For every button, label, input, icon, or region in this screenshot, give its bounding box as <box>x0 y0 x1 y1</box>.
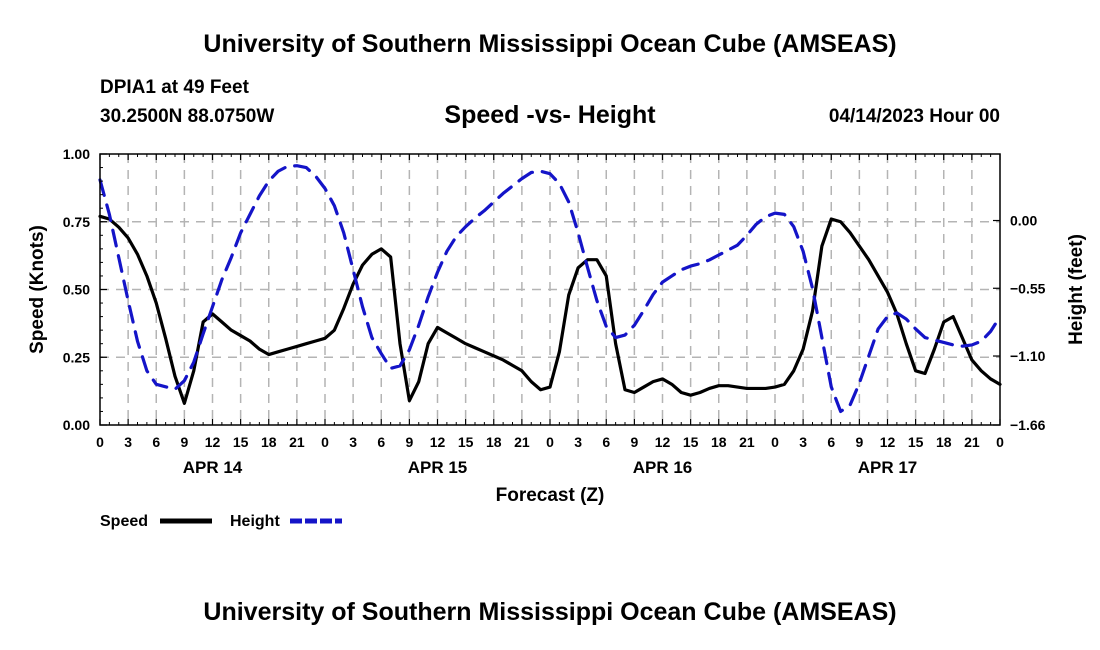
axis-labels: 0 3 6 9 12 15 18 21 0 3 6 9 12 15 18 21 0 3 6 9 12 15 18 21 0 3 6 9… <box>63 146 1046 477</box>
forecast-datetime: 04/14/2023 Hour 00 <box>828 106 1000 127</box>
axis-ticks <box>99 153 1001 426</box>
legend: Speed Height <box>100 513 342 530</box>
x-tick-label: 15 <box>908 434 924 450</box>
x-tick-label: 21 <box>964 434 980 450</box>
x-tick-label: 3 <box>799 434 807 450</box>
station-label: DPIA1 at 49 Feet <box>100 77 249 98</box>
x-tick-label: 0 <box>96 434 104 450</box>
coordinates-label: 30.2500N 88.0750W <box>100 106 275 127</box>
y-tick-label: 0.25 <box>63 349 90 365</box>
height-series-line <box>98 164 1002 414</box>
footer-title: University of Southern Mississippi Ocean… <box>203 598 897 626</box>
y2-tick-label: −1.66 <box>1010 417 1046 433</box>
x-tick-label: 15 <box>683 434 699 450</box>
x-tick-label: 15 <box>458 434 474 450</box>
x-tick-label: 12 <box>430 434 446 450</box>
speed-series-line <box>98 214 1002 405</box>
x-tick-label: 0 <box>321 434 329 450</box>
x-tick-label: 6 <box>152 434 160 450</box>
series-lines <box>98 164 1002 414</box>
x-tick-label: 9 <box>405 434 413 450</box>
day-label: APR 14 <box>183 458 243 477</box>
y-tick-label: 0.00 <box>63 417 90 433</box>
x-tick-label: 3 <box>574 434 582 450</box>
x-tick-label: 0 <box>996 434 1004 450</box>
x-tick-label: 18 <box>486 434 502 450</box>
grid-lines <box>100 154 1000 425</box>
legend-label-speed: Speed <box>100 513 148 530</box>
y2-tick-label: 0.00 <box>1010 213 1037 229</box>
y2-tick-label: −1.10 <box>1010 348 1046 364</box>
x-tick-label: 6 <box>827 434 835 450</box>
day-label: APR 17 <box>858 458 918 477</box>
x-tick-label: 21 <box>514 434 530 450</box>
x-tick-label: 0 <box>546 434 554 450</box>
x-tick-label: 3 <box>124 434 132 450</box>
x-tick-label: 6 <box>602 434 610 450</box>
x-tick-label: 0 <box>771 434 779 450</box>
x-tick-label: 18 <box>936 434 952 450</box>
x-tick-label: 18 <box>711 434 727 450</box>
y-axis-title: Speed (Knots) <box>27 225 48 354</box>
y-tick-label: 1.00 <box>63 146 90 162</box>
legend-label-height: Height <box>230 513 280 530</box>
x-tick-label: 12 <box>205 434 221 450</box>
day-label: APR 16 <box>633 458 693 477</box>
x-tick-label: 9 <box>180 434 188 450</box>
x-tick-label: 12 <box>880 434 896 450</box>
x-tick-label: 9 <box>630 434 638 450</box>
y2-axis-title: Height (feet) <box>1066 234 1087 345</box>
x-tick-label: 15 <box>233 434 249 450</box>
x-tick-label: 21 <box>289 434 305 450</box>
day-label: APR 15 <box>408 458 468 477</box>
x-axis-title: Forecast (Z) <box>496 485 605 506</box>
chart-subtitle: Speed -vs- Height <box>444 101 656 129</box>
x-tick-label: 21 <box>739 434 755 450</box>
y-tick-label: 0.75 <box>63 214 90 230</box>
main-title: University of Southern Mississippi Ocean… <box>203 30 897 58</box>
x-tick-label: 6 <box>377 434 385 450</box>
y2-tick-label: −0.55 <box>1010 280 1046 296</box>
y-tick-label: 0.50 <box>63 282 90 298</box>
x-tick-label: 9 <box>855 434 863 450</box>
x-tick-label: 18 <box>261 434 277 450</box>
x-tick-label: 3 <box>349 434 357 450</box>
x-tick-label: 12 <box>655 434 671 450</box>
